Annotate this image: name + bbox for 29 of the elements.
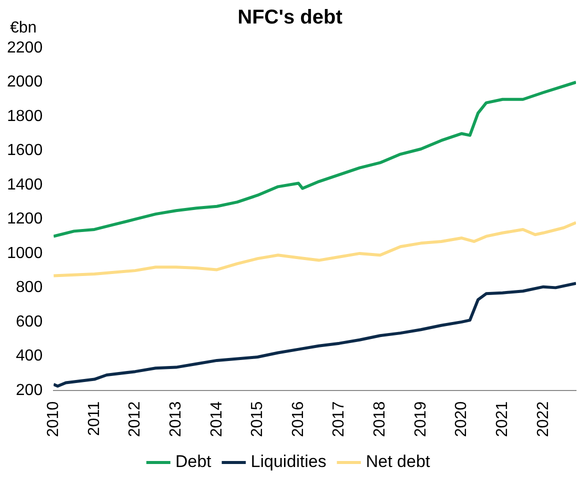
x-tick-label: 2013 [167, 401, 184, 437]
x-tick-label: 2012 [126, 401, 144, 437]
y-tick-label: 1000 [7, 244, 43, 262]
x-tick-label: 2018 [372, 401, 389, 437]
x-tick-label: 2016 [290, 401, 307, 437]
y-tick-label: 200 [16, 382, 43, 399]
y-tick-label: 1400 [7, 176, 43, 194]
x-tick-label: 2017 [330, 401, 348, 437]
y-tick-label: 2000 [7, 74, 43, 91]
x-tick-label: 2021 [494, 401, 511, 437]
y-tick-label: 2200 [7, 39, 43, 56]
x-tick-label: 2011 [86, 401, 103, 436]
legend-label: Net debt [366, 452, 430, 472]
x-tick-label: 2020 [453, 401, 470, 437]
y-tick-label: 1600 [7, 142, 43, 160]
y-tick-label: 1800 [7, 108, 43, 125]
y-tick-label: 400 [16, 348, 43, 365]
x-tick-label: 2015 [249, 401, 266, 437]
y-tick-label: 800 [16, 279, 43, 296]
x-tick-label: 2022 [534, 401, 552, 437]
y-axis-title: €bn [10, 19, 37, 36]
y-tick-label: 1200 [7, 210, 43, 228]
y-tick-label: 600 [16, 313, 43, 330]
legend-label: Liquidities [250, 452, 326, 472]
x-tick-label: 2014 [208, 401, 226, 437]
chart-title: NFC's debt [238, 6, 343, 29]
legend-label: Debt [175, 452, 212, 472]
x-tick-label: 2010 [45, 401, 62, 437]
x-tick-label: 2019 [412, 401, 430, 437]
